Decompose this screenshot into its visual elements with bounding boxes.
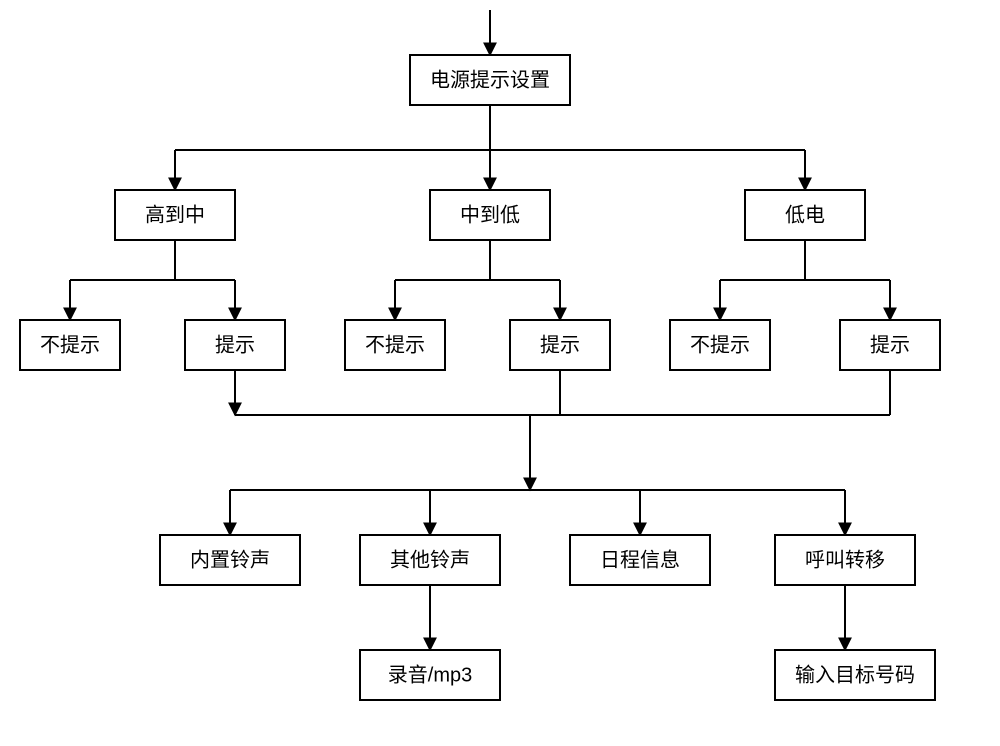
node-label: 输入目标号码 — [795, 663, 915, 686]
node-label: 电源提示设置 — [430, 68, 550, 91]
node-label: 其他铃声 — [390, 548, 470, 571]
node-label: 提示 — [540, 333, 580, 356]
node-low: 低电 — [745, 190, 865, 240]
node-rec: 录音/mp3 — [360, 650, 500, 700]
node-label: 不提示 — [40, 333, 100, 356]
node-label: 中到低 — [460, 203, 520, 226]
node-label: 低电 — [785, 203, 825, 226]
node-sched: 日程信息 — [570, 535, 710, 585]
node-p1: 提示 — [185, 320, 285, 370]
node-root: 电源提示设置 — [410, 55, 570, 105]
node-hi2mid: 高到中 — [115, 190, 235, 240]
node-ring1: 内置铃声 — [160, 535, 300, 585]
node-np3: 不提示 — [670, 320, 770, 370]
node-label: 高到中 — [145, 203, 205, 226]
node-np2: 不提示 — [345, 320, 445, 370]
node-label: 日程信息 — [600, 548, 680, 571]
node-label: 呼叫转移 — [805, 548, 885, 571]
node-label: 提示 — [215, 333, 255, 356]
node-fwd: 呼叫转移 — [775, 535, 915, 585]
node-p2: 提示 — [510, 320, 610, 370]
node-p3: 提示 — [840, 320, 940, 370]
node-np1: 不提示 — [20, 320, 120, 370]
node-label: 录音/mp3 — [388, 663, 472, 686]
node-label: 不提示 — [365, 333, 425, 356]
node-mid2lo: 中到低 — [430, 190, 550, 240]
node-label: 内置铃声 — [190, 548, 270, 571]
node-num: 输入目标号码 — [775, 650, 935, 700]
node-label: 提示 — [870, 333, 910, 356]
node-label: 不提示 — [690, 333, 750, 356]
flowchart-canvas: 电源提示设置高到中 中到低 低电不提示 提示 不提示 提示 不提示 提示内置铃声 其他铃声 日程信… — [0, 0, 1000, 746]
node-ring2: 其他铃声 — [360, 535, 500, 585]
